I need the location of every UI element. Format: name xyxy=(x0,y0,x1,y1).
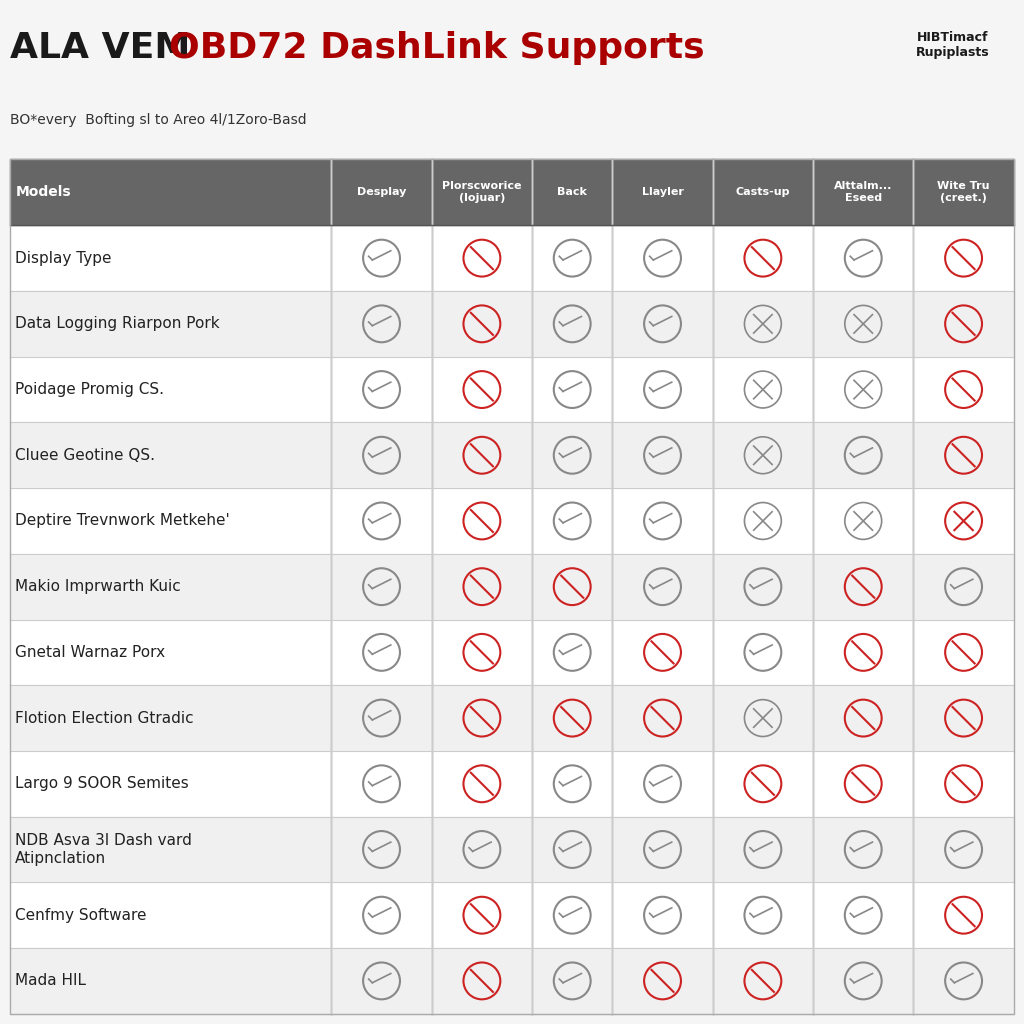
Text: Poidage Promig CS.: Poidage Promig CS. xyxy=(15,382,165,397)
Bar xyxy=(10,751,1014,816)
Text: Gnetal Warnaz Porx: Gnetal Warnaz Porx xyxy=(15,645,166,659)
Text: Plorscworice
(lojuar): Plorscworice (lojuar) xyxy=(442,181,521,203)
Text: Cluee Geotine QS.: Cluee Geotine QS. xyxy=(15,447,156,463)
Text: Casts-up: Casts-up xyxy=(735,187,791,197)
Text: NDB Asva 3l Dash vard
Atipnclation: NDB Asva 3l Dash vard Atipnclation xyxy=(15,834,193,865)
Bar xyxy=(10,948,1014,1014)
Text: OBD72 DashLink Supports: OBD72 DashLink Supports xyxy=(169,31,705,65)
Text: Alttalm...
Eseed: Alttalm... Eseed xyxy=(834,181,893,203)
Bar xyxy=(10,356,1014,422)
Bar xyxy=(10,488,1014,554)
Text: Cenfmy Software: Cenfmy Software xyxy=(15,907,146,923)
Text: Llayler: Llayler xyxy=(642,187,683,197)
Bar xyxy=(10,554,1014,620)
Text: Makio Imprwarth Kuic: Makio Imprwarth Kuic xyxy=(15,580,181,594)
Text: Mada HIL: Mada HIL xyxy=(15,974,86,988)
Bar xyxy=(10,817,1014,883)
Text: Display Type: Display Type xyxy=(15,251,112,265)
Bar xyxy=(10,159,1014,225)
Text: Wite Tru
(creet.): Wite Tru (creet.) xyxy=(937,181,990,203)
Bar xyxy=(10,685,1014,751)
Text: HIBTimacf
Rupiplasts: HIBTimacf Rupiplasts xyxy=(915,31,989,58)
Bar xyxy=(10,620,1014,685)
Text: Deptire Trevnwork Metkehe': Deptire Trevnwork Metkehe' xyxy=(15,513,230,528)
Text: Desplay: Desplay xyxy=(356,187,407,197)
Bar xyxy=(10,422,1014,488)
Text: Largo 9 SOOR Semites: Largo 9 SOOR Semites xyxy=(15,776,189,792)
Text: Models: Models xyxy=(15,185,71,199)
Text: Back: Back xyxy=(557,187,587,197)
Bar xyxy=(10,225,1014,291)
Text: Data Logging Riarpon Pork: Data Logging Riarpon Pork xyxy=(15,316,220,332)
Bar xyxy=(10,291,1014,356)
Text: Flotion Election Gtradic: Flotion Election Gtradic xyxy=(15,711,194,726)
Bar xyxy=(10,883,1014,948)
Text: ALA VEM: ALA VEM xyxy=(10,31,203,65)
Text: BO*every  Bofting sl to Areo 4l/1Zoro-Basd: BO*every Bofting sl to Areo 4l/1Zoro-Bas… xyxy=(10,113,307,127)
